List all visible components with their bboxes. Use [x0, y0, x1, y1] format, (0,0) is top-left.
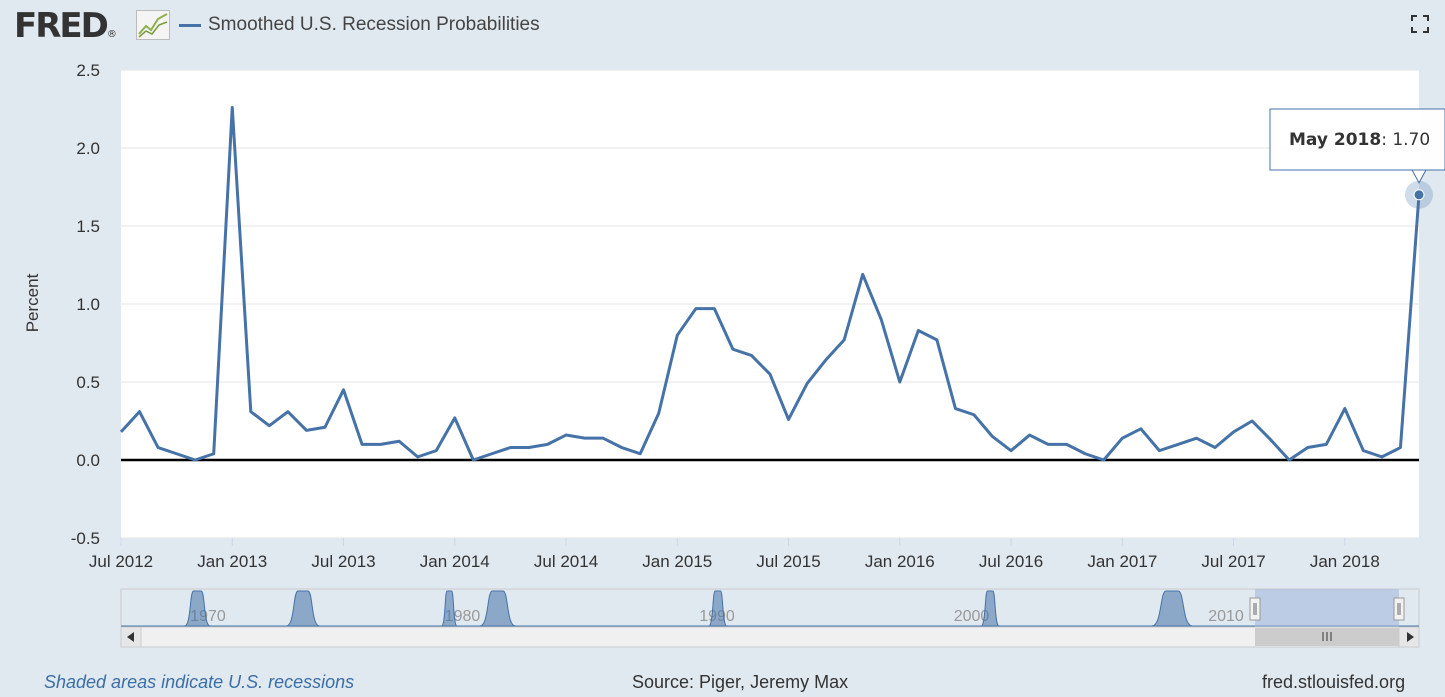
y-axis-label: Percent — [23, 273, 42, 332]
tooltip-value: 1.70 — [1392, 130, 1430, 150]
y-tick-label: 2.0 — [76, 139, 100, 158]
trend-graph-icon — [136, 10, 170, 40]
fred-logo: FRED® — [14, 6, 117, 55]
navigator-recession-shape — [441, 590, 458, 627]
navigator-recession-shapes — [121, 590, 1419, 627]
scrollbar-track[interactable] — [120, 626, 1420, 648]
fullscreen-icon[interactable] — [1411, 15, 1429, 33]
navigator-decade-label: 2010 — [1208, 608, 1244, 625]
navigator-recession-shape — [1151, 590, 1193, 627]
series-title: Smoothed U.S. Recession Probabilities — [208, 14, 540, 35]
navigator-recession-shape — [184, 590, 211, 627]
site-link[interactable]: fred.stlouisfed.org — [1262, 672, 1406, 692]
x-tick-label: Jan 2017 — [1087, 552, 1157, 571]
navigator-background — [120, 588, 1420, 628]
tooltip-date: May 2018 — [1289, 130, 1381, 150]
scrollbar-thumb[interactable] — [1255, 628, 1399, 646]
grid-lines — [121, 69, 1419, 539]
tooltip-box — [1269, 108, 1445, 171]
svg-text:May 2018: 1.70: May 2018: 1.70 — [1289, 130, 1430, 150]
y-tick-label: 1.5 — [76, 217, 100, 236]
x-tick-label: Jan 2013 — [197, 552, 267, 571]
arrow-left-icon[interactable] — [120, 626, 142, 648]
navigator[interactable]: 19701980199020002010 — [120, 588, 1420, 648]
x-tick-label: Jul 2017 — [1201, 552, 1265, 571]
y-tick-label: 1.0 — [76, 295, 100, 314]
navigator-recession-shape — [980, 590, 1000, 627]
y-axis-ticks: -0.5 0.0 0.5 1.0 1.5 2.0 2.5 — [71, 61, 100, 548]
x-tick-label: Jan 2015 — [642, 552, 712, 571]
registered-mark: ® — [106, 29, 117, 40]
arrow-right-icon[interactable] — [1398, 626, 1420, 648]
legend-line-swatch — [179, 24, 201, 27]
series-layer — [119, 105, 1433, 462]
x-tick-label: Jul 2012 — [89, 552, 153, 571]
y-tick-label: 2.5 — [76, 61, 100, 80]
highlight-point[interactable] — [1413, 189, 1425, 201]
x-tick-label: Jul 2014 — [534, 552, 598, 571]
tooltip-separator: : — [1381, 130, 1392, 150]
tooltip: May 2018: 1.70 — [1269, 108, 1445, 184]
source-credit[interactable]: Source: Piger, Jeremy Max — [632, 672, 849, 692]
navigator-right-handle[interactable] — [1393, 597, 1405, 621]
navigator-recession-shape — [708, 590, 728, 627]
x-tick-label: Jul 2016 — [979, 552, 1043, 571]
y-tick-label: 0.0 — [76, 451, 100, 470]
navigator-recession-shape — [479, 590, 516, 627]
series-line — [119, 105, 1421, 462]
y-tick-label: 0.5 — [76, 373, 100, 392]
navigator-recession-shape — [286, 590, 320, 627]
grip-icon — [1322, 632, 1332, 641]
fred-logo-text: FRED — [14, 6, 109, 46]
x-axis-ticks: Jul 2012 Jan 2013 Jul 2013 Jan 2014 Jul 2014… — [89, 538, 1380, 571]
x-tick-label: Jan 2014 — [420, 552, 490, 571]
tooltip-pointer — [1411, 169, 1427, 184]
navigator-decade-label: 2000 — [954, 608, 990, 625]
navigator-left-handle[interactable] — [1249, 597, 1261, 621]
x-tick-label: Jan 2016 — [865, 552, 935, 571]
x-tick-label: Jan 2018 — [1310, 552, 1380, 571]
recession-shading-note[interactable]: Shaded areas indicate U.S. recessions — [44, 672, 355, 692]
x-tick-label: Jul 2013 — [311, 552, 375, 571]
y-tick-label: -0.5 — [71, 529, 100, 548]
navigator-selection[interactable] — [1255, 589, 1399, 627]
x-tick-label: Jul 2015 — [756, 552, 820, 571]
